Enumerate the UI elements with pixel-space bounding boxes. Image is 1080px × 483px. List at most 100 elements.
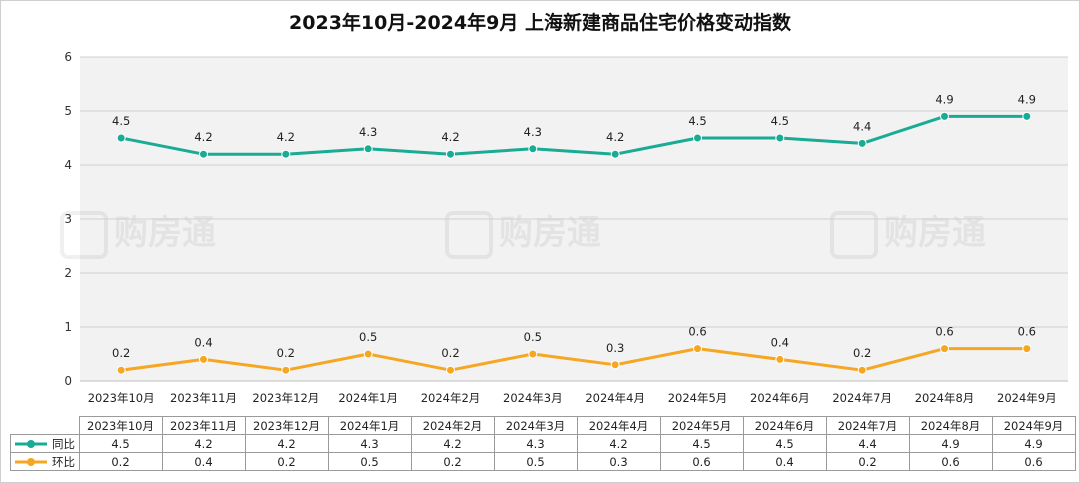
data-point: [363, 349, 373, 359]
x-tick-label: 2024年8月: [915, 391, 975, 405]
data-table-cell: 4.5: [78, 434, 163, 453]
data-point: [446, 149, 455, 159]
x-tick-label: 2023年12月: [252, 391, 319, 405]
data-table-cell: 4.5: [742, 434, 827, 453]
data-label: 0.3: [606, 341, 624, 355]
data-label: 0.5: [524, 330, 542, 344]
data-table-cell: 4.4: [825, 434, 910, 453]
data-label: 0.5: [359, 330, 377, 344]
data-table-header-cell: 2024年1月: [327, 416, 412, 435]
data-label: 4.3: [524, 125, 542, 139]
data-table-cell: 4.9: [991, 434, 1076, 453]
data-point: [940, 344, 949, 354]
data-table-cell: 4.2: [410, 434, 495, 453]
series-line: [121, 347, 1027, 372]
legend-swatch-marker: [27, 440, 35, 448]
x-axis-ticks: 2023年10月 2023年11月 2023年12月 2024年1月 2024年2月 20…: [88, 391, 1057, 405]
y-tick-label: 5: [64, 104, 72, 118]
data-label: 4.4: [853, 119, 871, 133]
x-tick-label: 2024年6月: [750, 391, 810, 405]
data-point: [857, 138, 867, 148]
data-point: [363, 144, 373, 154]
data-table-cell: 0.2: [410, 452, 495, 471]
data-table-row: 同比 4.5 4.2 4.2 4.3 4.2 4.3 4.2 4.5 4.5 4.4 4.9 4.9: [10, 434, 1076, 453]
x-tick-label: 2024年9月: [997, 391, 1057, 405]
data-label: 0.6: [935, 325, 953, 339]
data-label: 4.2: [606, 130, 624, 144]
data-table-cell: 0.6: [659, 452, 744, 471]
data-table-cell: 0.4: [742, 452, 827, 471]
data-point: [528, 349, 538, 359]
y-tick-label: 1: [64, 320, 72, 334]
data-table-cell: 4.2: [161, 434, 246, 453]
x-tick-label: 2024年4月: [585, 391, 645, 405]
data-table-cell: 0.6: [991, 452, 1076, 471]
data-label: 4.9: [1018, 92, 1036, 106]
legend-label: 环比: [52, 454, 75, 469]
data-table-cell: 4.2: [244, 434, 329, 453]
y-tick-label: 6: [64, 50, 72, 64]
grid-layer: [80, 56, 1068, 382]
data-table-cell: 0.2: [244, 452, 329, 471]
x-tick-label: 2023年11月: [170, 391, 237, 405]
legend-entry: 同比: [10, 434, 80, 453]
data-label: 0.2: [441, 346, 459, 360]
data-label: 4.9: [935, 92, 953, 106]
x-tick-label: 2024年1月: [338, 391, 398, 405]
series-line: [120, 114, 1027, 156]
y-tick-label: 3: [64, 212, 72, 226]
data-label: 0.2: [277, 346, 295, 360]
x-tick-label: 2024年3月: [503, 391, 563, 405]
data-table-header-cell: 2024年7月: [825, 416, 910, 435]
chart-title: 2023年10月-2024年9月 上海新建商品住宅价格变动指数: [289, 12, 791, 34]
data-label: 0.6: [688, 325, 706, 339]
data-label: 0.6: [1018, 325, 1036, 339]
y-tick-label: 0: [64, 374, 72, 388]
data-point: [1022, 344, 1032, 354]
data-table-cell: 0.5: [327, 452, 412, 471]
data-point: [1022, 111, 1032, 121]
data-table-header-cell: 2024年5月: [659, 416, 744, 435]
legend-swatch-icon: [15, 458, 47, 466]
data-table-header-cell: 2024年2月: [410, 416, 495, 435]
data-table-header-cell: 2024年9月: [991, 416, 1076, 435]
data-point: [775, 354, 785, 364]
data-label: 0.4: [771, 335, 789, 349]
data-label: 4.2: [194, 130, 212, 144]
data-table-cell: 0.5: [493, 452, 578, 471]
legend-label: 同比: [52, 436, 75, 451]
data-point: [116, 365, 126, 375]
data-point: [199, 354, 208, 364]
data-table-corner: [10, 416, 80, 435]
data-label: 0.4: [194, 335, 212, 349]
data-point: [693, 344, 702, 354]
data-point: [116, 133, 126, 143]
legend-swatch-icon: [15, 440, 47, 448]
legend-entry: 环比: [10, 452, 80, 471]
data-point: [281, 149, 291, 159]
y-tick-label: 4: [64, 158, 72, 172]
data-point: [610, 360, 620, 370]
data-label: 4.5: [771, 114, 789, 128]
y-tick-label: 2: [64, 266, 72, 280]
data-table-cell: 4.2: [576, 434, 661, 453]
data-point: [940, 111, 949, 121]
data-point: [693, 133, 702, 143]
data-table-header-row: 2023年10月 2023年11月 2023年12月 2024年1月 2024年2月 20…: [10, 416, 1076, 435]
data-point: [775, 133, 785, 143]
data-point: [528, 144, 538, 154]
data-table-header-cell: 2024年6月: [742, 416, 827, 435]
data-point: [281, 365, 291, 375]
data-label: 0.2: [853, 346, 871, 360]
legend-swatch-marker: [27, 458, 35, 466]
data-label: 0.2: [112, 346, 130, 360]
data-table-cell: 0.6: [908, 452, 993, 471]
data-point: [610, 149, 620, 159]
data-label: 4.2: [441, 130, 459, 144]
x-tick-label: 2024年5月: [668, 391, 728, 405]
data-point: [199, 149, 208, 159]
data-table-cell: 4.3: [493, 434, 578, 453]
data-table-header-cell: 2023年10月: [78, 416, 163, 435]
data-table-cell: 0.3: [576, 452, 661, 471]
